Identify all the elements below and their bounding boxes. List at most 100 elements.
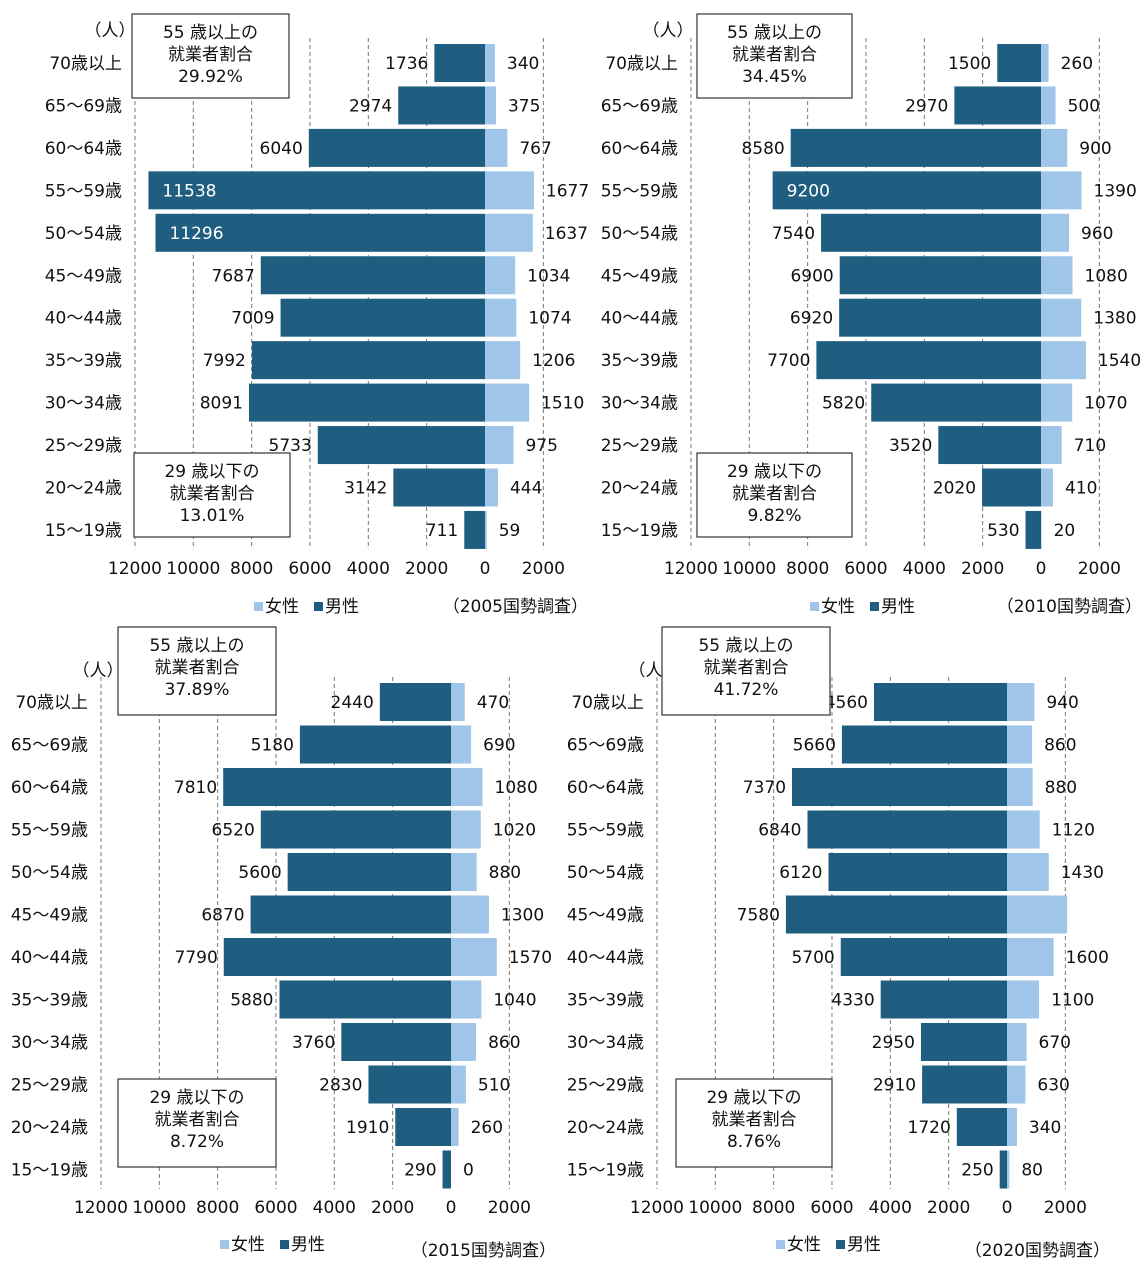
category-label: 25～29歳	[567, 1076, 644, 1096]
category-label: 40～44歳	[11, 948, 88, 968]
male-bar	[279, 980, 451, 1019]
category-label: 55～59歳	[567, 821, 644, 841]
x-tick-label: 12000	[74, 1198, 128, 1218]
female-value-label: 444	[510, 479, 542, 499]
source-label: （2010国勢調査）	[997, 597, 1142, 617]
female-value-label: 1120	[1052, 821, 1095, 841]
female-bar	[485, 44, 495, 82]
female-value-label: 1070	[1084, 394, 1127, 414]
female-bar	[485, 256, 516, 295]
category-label: 70歳以上	[571, 693, 644, 713]
annotation-29-under-line2: 就業者割合	[155, 1110, 240, 1130]
female-bar	[1041, 383, 1073, 422]
annotation-55-plus-frame	[131, 13, 290, 99]
male-value-label: 4560	[825, 693, 868, 713]
category-label: 65～69歳	[45, 96, 122, 116]
male-bar	[260, 256, 485, 295]
female-value-label: 1080	[495, 778, 538, 798]
category-label: 20～24歳	[11, 1118, 88, 1138]
female-bar	[485, 128, 508, 167]
female-bar	[451, 1108, 459, 1146]
male-value-label: 3142	[344, 479, 387, 499]
female-bar	[451, 980, 482, 1019]
legend-swatch-male	[280, 1240, 289, 1249]
legend: 女性 男性	[810, 597, 915, 617]
male-value-label: 5180	[251, 736, 294, 756]
category-label: 70歳以上	[49, 54, 122, 74]
male-value-label: 6920	[790, 309, 833, 329]
male-value-label: 3520	[889, 436, 932, 456]
category-label: 30～34歳	[601, 394, 678, 414]
x-tick-label: 2000	[1078, 559, 1121, 579]
male-bar	[871, 383, 1041, 422]
legend: 女性 男性	[776, 1235, 881, 1255]
category-label: 35～39歳	[567, 991, 644, 1011]
male-bar	[398, 86, 485, 125]
pyramid-panel-1: 12000 10000 8000 6000 4000 2000 0 2000 70歳以上 1736…	[45, 13, 589, 617]
male-bar	[368, 1065, 451, 1104]
male-value-label: 7687	[212, 266, 255, 286]
male-value-label: 2830	[319, 1076, 362, 1096]
male-bar	[785, 895, 1007, 934]
female-value-label: 1034	[527, 266, 570, 286]
male-value-label: 6840	[758, 821, 801, 841]
category-label: 50～54歳	[11, 863, 88, 883]
female-bar	[451, 853, 477, 891]
annotation-29-under-line2: 就業者割合	[732, 484, 817, 504]
male-bar	[341, 1023, 451, 1061]
female-bar	[1041, 426, 1062, 465]
male-bar	[442, 1150, 451, 1189]
x-tick-label: 2000	[1044, 1198, 1087, 1218]
x-tick-label: 2000	[522, 559, 565, 579]
female-value-label: 340	[1029, 1118, 1061, 1138]
female-bar	[1007, 895, 1068, 934]
category-label: 40～44歳	[567, 948, 644, 968]
female-bar	[451, 1065, 466, 1104]
male-bar	[790, 128, 1041, 167]
annotation-29-under-line2: 就業者割合	[712, 1110, 797, 1130]
category-label: 50～54歳	[45, 224, 122, 244]
male-bar	[840, 938, 1007, 976]
category-label: 55～59歳	[11, 821, 88, 841]
male-value-label: 7790	[175, 948, 218, 968]
annotation-55-plus-value: 37.89%	[165, 680, 230, 700]
x-tick-label: 4000	[869, 1198, 912, 1218]
male-value-label: 2020	[933, 479, 976, 499]
female-bar	[1007, 768, 1033, 806]
pyramid-panel-3: 12000 10000 8000 6000 4000 2000 0 2000 70歳以上 2440…	[11, 626, 556, 1261]
female-bar	[485, 510, 487, 549]
male-bar	[317, 426, 485, 465]
male-bar	[299, 725, 451, 764]
female-value-label: 410	[1065, 479, 1097, 499]
female-value-label: 500	[1068, 96, 1100, 116]
male-value-label: 2950	[872, 1033, 915, 1053]
female-bar	[485, 383, 530, 422]
x-tick-label: 0	[480, 559, 491, 579]
female-bar	[1007, 980, 1040, 1019]
male-value-label: 7370	[743, 778, 786, 798]
male-value-label: 1500	[948, 54, 991, 74]
female-value-label: 940	[1046, 693, 1078, 713]
legend-label-male: 男性	[291, 1235, 325, 1255]
x-tick-label: 4000	[313, 1198, 356, 1218]
category-label: 30～34歳	[567, 1033, 644, 1053]
female-bar	[1041, 128, 1068, 167]
male-bar	[148, 171, 486, 210]
male-bar	[841, 725, 1007, 764]
male-bar	[816, 341, 1041, 380]
annotation-29-under-line1: 29 歳以下の	[727, 462, 822, 482]
x-tick-label: 6000	[844, 559, 887, 579]
male-bar	[828, 853, 1007, 891]
category-label: 65～69歳	[567, 736, 644, 756]
male-value-label: 5880	[230, 991, 273, 1011]
female-value-label: 860	[1044, 736, 1076, 756]
category-label: 65～69歳	[11, 736, 88, 756]
female-value-label: 630	[1037, 1076, 1069, 1096]
category-label: 60～64歳	[567, 778, 644, 798]
annotation-29-under-line2: 就業者割合	[170, 484, 255, 504]
female-bar	[485, 171, 534, 210]
male-bar	[997, 44, 1041, 82]
x-tick-label: 12000	[630, 1198, 684, 1218]
